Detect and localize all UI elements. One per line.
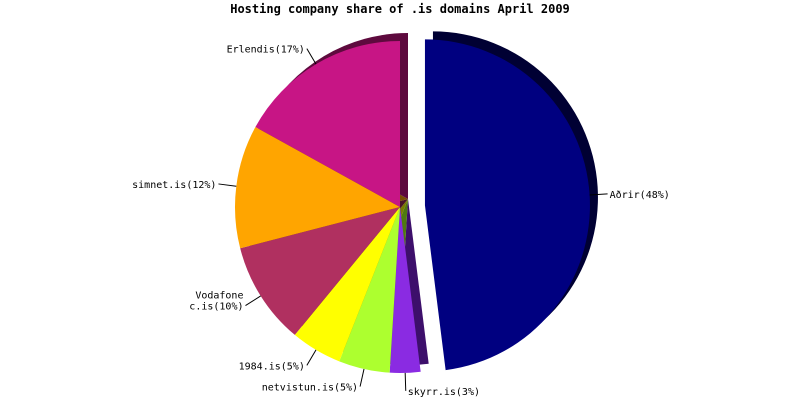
leader-line-vodafone-c-is: [245, 295, 261, 307]
slice-label-netvistun-is: netvistun.is(5%): [262, 383, 358, 394]
leader-line-netvistun-is: [359, 368, 365, 387]
slice-label-a-rir: Aðrir(48%): [610, 190, 670, 201]
leader-line-simnet-is: [218, 183, 237, 187]
pie-slices: [235, 39, 590, 373]
slice-label-vodafone-c-is: Vodafone c.is(10%): [189, 291, 243, 313]
chart-title: Hosting company share of .is domains Apr…: [230, 2, 570, 16]
slice-netvistun-is: [339, 207, 400, 373]
slice-vodafone-c-is: [240, 207, 400, 335]
slice-label-erlendis: Erlendis(17%): [227, 45, 305, 56]
leader-line-skyrr-is: [404, 372, 407, 391]
slice-label-simnet-is: simnet.is(12%): [132, 180, 216, 191]
slice-skyrr-is: [389, 207, 421, 373]
leader-line-a-rir: [589, 193, 608, 196]
leader-line-erlendis: [306, 48, 317, 65]
leader-line-1984-is: [306, 349, 317, 366]
slice-a-rir: [424, 39, 590, 371]
label-leaders: [218, 48, 608, 391]
slice-erlendis: [255, 40, 400, 207]
slice-labels: Aðrir(48%) skyrr.is(3%) netvistun.is(5%) 19…: [132, 45, 670, 398]
slice-label-1984-is: 1984.is(5%): [239, 361, 305, 372]
slice-1984-is: [294, 207, 400, 362]
slice-label-skyrr-is: skyrr.is(3%): [408, 387, 480, 398]
slice-simnet-is: [235, 127, 400, 249]
